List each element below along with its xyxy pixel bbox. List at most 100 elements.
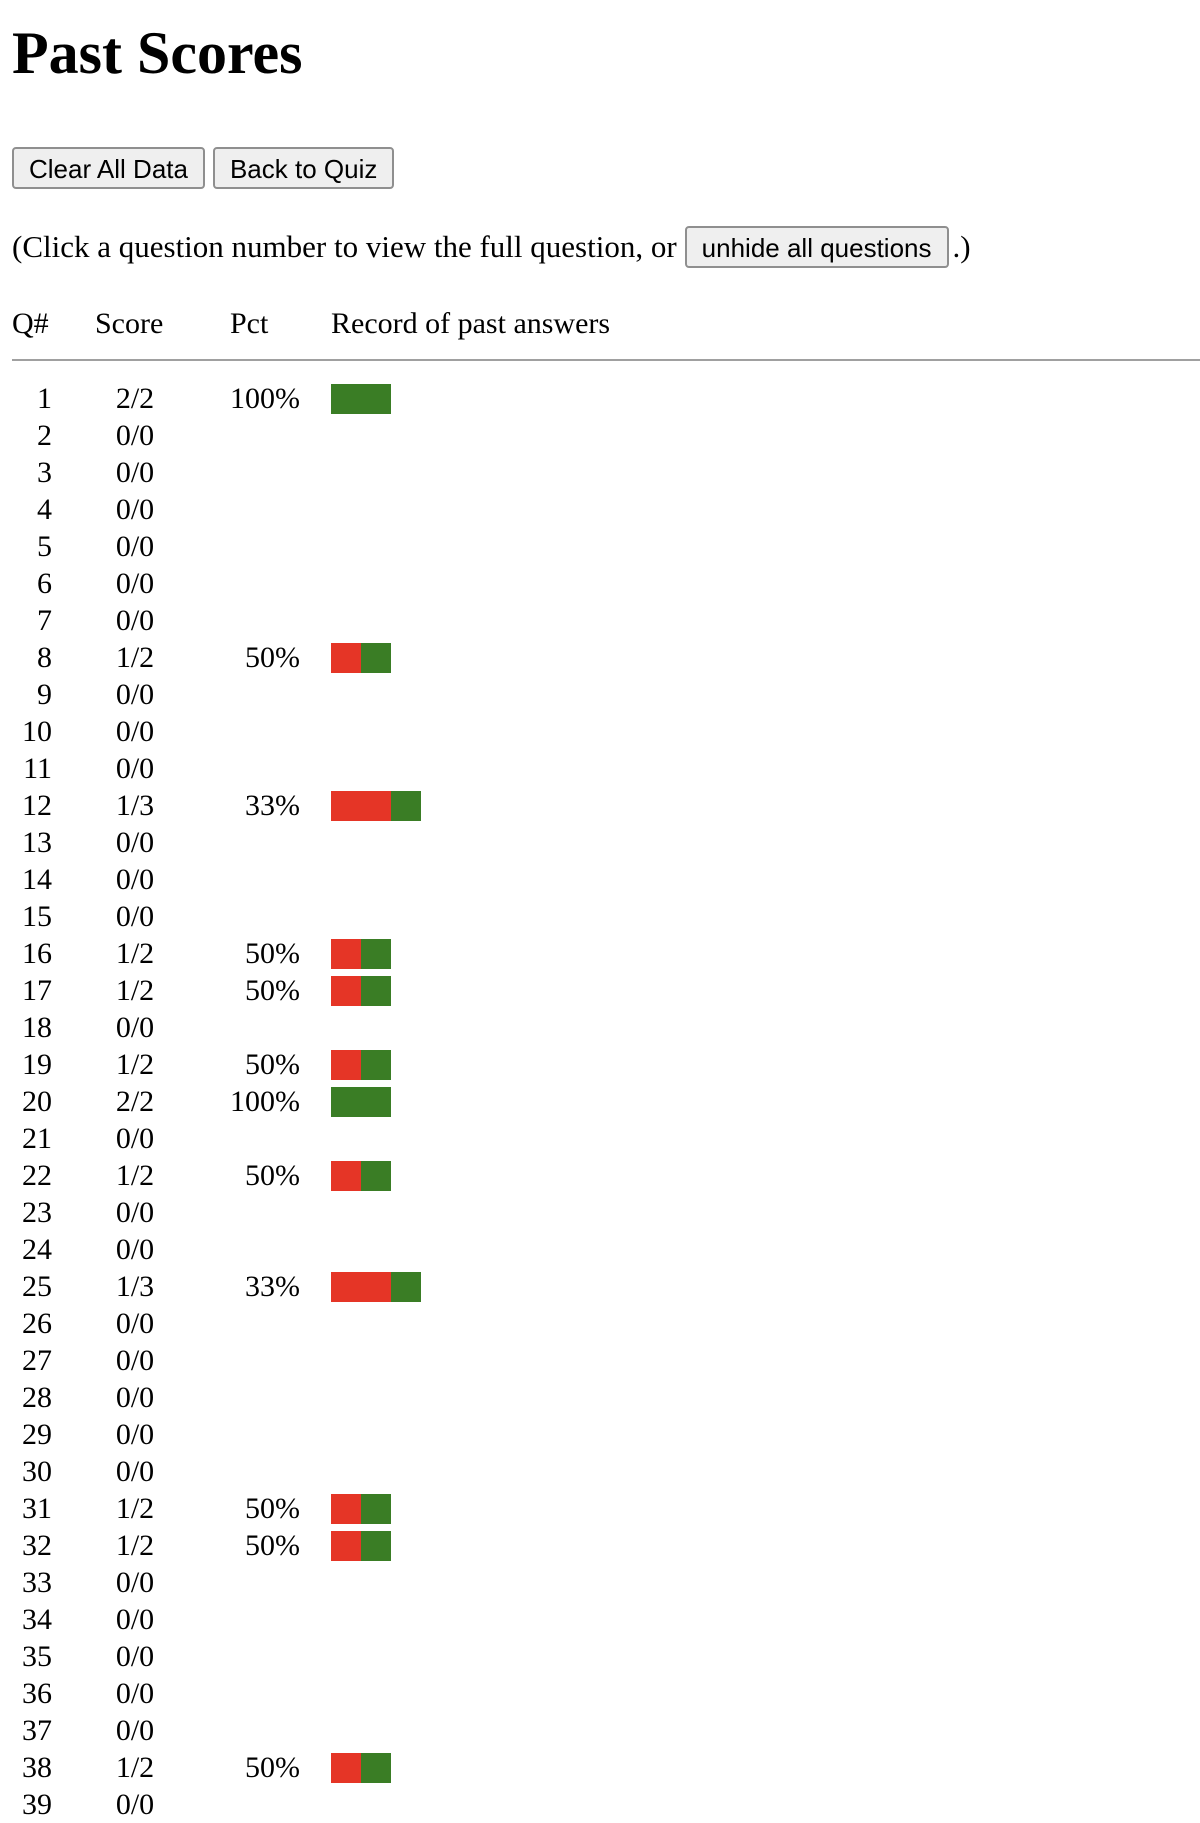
question-number-link[interactable]: 2 bbox=[37, 419, 52, 452]
score-cell: 0/0 bbox=[115, 1233, 155, 1266]
pct-cell: 50% bbox=[245, 1492, 300, 1525]
table-row: 37 0/0 bbox=[12, 1712, 1188, 1749]
score-cell: 1/2 bbox=[115, 1529, 155, 1562]
wrong-answer-block bbox=[331, 939, 361, 969]
question-number-link[interactable]: 9 bbox=[37, 678, 52, 711]
question-number-link[interactable]: 18 bbox=[22, 1011, 52, 1044]
question-number-link[interactable]: 21 bbox=[22, 1122, 52, 1155]
answer-record bbox=[331, 791, 421, 821]
table-row: 18 0/0 bbox=[12, 1009, 1188, 1046]
pct-cell: 50% bbox=[245, 974, 300, 1007]
table-row: 33 0/0 bbox=[12, 1564, 1188, 1601]
wrong-answer-block bbox=[331, 643, 361, 673]
question-number-link[interactable]: 39 bbox=[22, 1788, 52, 1821]
table-row: 15 0/0 bbox=[12, 898, 1188, 935]
question-number-link[interactable]: 20 bbox=[22, 1085, 52, 1118]
score-cell: 0/0 bbox=[115, 1455, 155, 1488]
question-number-link[interactable]: 10 bbox=[22, 715, 52, 748]
pct-cell: 50% bbox=[245, 1529, 300, 1562]
score-cell: 0/0 bbox=[115, 567, 155, 600]
score-cell: 0/0 bbox=[115, 419, 155, 452]
correct-answer-block bbox=[391, 1272, 421, 1302]
question-number-link[interactable]: 6 bbox=[37, 567, 52, 600]
question-number-link[interactable]: 30 bbox=[22, 1455, 52, 1488]
question-number-link[interactable]: 31 bbox=[22, 1492, 52, 1525]
question-number-link[interactable]: 35 bbox=[22, 1640, 52, 1673]
question-number-link[interactable]: 13 bbox=[22, 826, 52, 859]
question-number-link[interactable]: 32 bbox=[22, 1529, 52, 1562]
question-number-link[interactable]: 5 bbox=[37, 530, 52, 563]
pct-cell: 50% bbox=[245, 937, 300, 970]
back-to-quiz-button[interactable]: Back to Quiz bbox=[212, 147, 395, 189]
question-number-link[interactable]: 29 bbox=[22, 1418, 52, 1451]
question-number-link[interactable]: 36 bbox=[22, 1677, 52, 1710]
table-row: 31 1/2 50% bbox=[12, 1490, 1188, 1527]
score-cell: 1/2 bbox=[115, 1048, 155, 1081]
question-number-link[interactable]: 22 bbox=[22, 1159, 52, 1192]
pct-cell: 50% bbox=[245, 1048, 300, 1081]
wrong-answer-block bbox=[331, 1161, 361, 1191]
question-number-link[interactable]: 27 bbox=[22, 1344, 52, 1377]
question-number-link[interactable]: 14 bbox=[22, 863, 52, 896]
question-number-link[interactable]: 25 bbox=[22, 1270, 52, 1303]
answer-record bbox=[331, 1753, 391, 1783]
score-cell: 0/0 bbox=[115, 752, 155, 785]
question-number-link[interactable]: 23 bbox=[22, 1196, 52, 1229]
score-cell: 1/2 bbox=[115, 1159, 155, 1192]
table-row: 28 0/0 bbox=[12, 1379, 1188, 1416]
score-cell: 0/0 bbox=[115, 1677, 155, 1710]
question-number-link[interactable]: 28 bbox=[22, 1381, 52, 1414]
table-row: 27 0/0 bbox=[12, 1342, 1188, 1379]
score-cell: 2/2 bbox=[115, 1085, 155, 1118]
score-cell: 0/0 bbox=[115, 863, 155, 896]
answer-record bbox=[331, 1087, 391, 1117]
answer-record bbox=[331, 1272, 421, 1302]
clear-all-data-button[interactable]: Clear All Data bbox=[12, 147, 205, 189]
wrong-answer-block bbox=[331, 1272, 361, 1302]
scores-table: 1 2/2 100% 2 0/0 3 0/0 4 0/0 5 0/0 6 0/0 7 0/0 8 1/2 50% 9… bbox=[12, 380, 1188, 1823]
table-row: 19 1/2 50% bbox=[12, 1046, 1188, 1083]
question-number-link[interactable]: 17 bbox=[22, 974, 52, 1007]
question-number-link[interactable]: 37 bbox=[22, 1714, 52, 1747]
question-number-link[interactable]: 4 bbox=[37, 493, 52, 526]
question-number-link[interactable]: 16 bbox=[22, 937, 52, 970]
table-row: 24 0/0 bbox=[12, 1231, 1188, 1268]
question-number-link[interactable]: 34 bbox=[22, 1603, 52, 1636]
instructions-text: (Click a question number to view the ful… bbox=[12, 229, 677, 264]
table-row: 6 0/0 bbox=[12, 565, 1188, 602]
table-row: 1 2/2 100% bbox=[12, 380, 1188, 417]
wrong-answer-block bbox=[331, 1531, 361, 1561]
score-cell: 0/0 bbox=[115, 1640, 155, 1673]
question-number-link[interactable]: 26 bbox=[22, 1307, 52, 1340]
question-number-link[interactable]: 3 bbox=[37, 456, 52, 489]
score-cell: 2/2 bbox=[115, 382, 155, 415]
question-number-link[interactable]: 38 bbox=[22, 1751, 52, 1784]
question-number-link[interactable]: 11 bbox=[23, 752, 52, 785]
question-number-link[interactable]: 7 bbox=[37, 604, 52, 637]
correct-answer-block bbox=[361, 1050, 391, 1080]
score-cell: 0/0 bbox=[115, 1566, 155, 1599]
wrong-answer-block bbox=[331, 791, 361, 821]
unhide-all-questions-button[interactable]: unhide all questions bbox=[684, 226, 949, 268]
question-number-link[interactable]: 1 bbox=[37, 382, 52, 415]
pct-cell: 50% bbox=[245, 641, 300, 674]
score-cell: 0/0 bbox=[115, 1122, 155, 1155]
wrong-answer-block bbox=[361, 791, 391, 821]
table-row: 17 1/2 50% bbox=[12, 972, 1188, 1009]
question-number-link[interactable]: 24 bbox=[22, 1233, 52, 1266]
question-number-link[interactable]: 33 bbox=[22, 1566, 52, 1599]
question-number-link[interactable]: 8 bbox=[37, 641, 52, 674]
header-q: Q# bbox=[12, 307, 49, 340]
table-row: 36 0/0 bbox=[12, 1675, 1188, 1712]
pct-cell: 50% bbox=[245, 1751, 300, 1784]
question-number-link[interactable]: 15 bbox=[22, 900, 52, 933]
header-score: Score bbox=[95, 307, 164, 340]
wrong-answer-block bbox=[331, 1494, 361, 1524]
question-number-link[interactable]: 12 bbox=[22, 789, 52, 822]
score-cell: 0/0 bbox=[115, 530, 155, 563]
score-cell: 1/3 bbox=[115, 789, 155, 822]
table-row: 4 0/0 bbox=[12, 491, 1188, 528]
question-number-link[interactable]: 19 bbox=[22, 1048, 52, 1081]
table-row: 39 0/0 bbox=[12, 1786, 1188, 1823]
